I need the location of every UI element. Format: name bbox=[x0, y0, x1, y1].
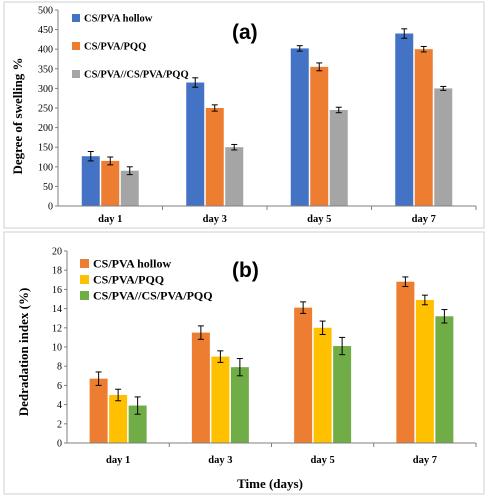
legend-swatch-cs-pva-hollow bbox=[80, 259, 89, 268]
y-tick-label: 150 bbox=[38, 143, 53, 154]
bar-cs-pva-hollow-day-5 bbox=[294, 307, 313, 443]
y-tick-label: 0 bbox=[48, 202, 53, 213]
x-tick-label: day 1 bbox=[98, 214, 122, 225]
bar-cs-pva-cs-pva-pqq-day-3 bbox=[230, 367, 249, 443]
legend-label-cs-pva-cs-pva-pqq: CS/PVA//CS/PVA/PQQ bbox=[84, 70, 189, 81]
y-tick-label: 8 bbox=[57, 362, 62, 373]
panel-b: 0 2 4 6 8 10 12 14 16 18 20 day 1 day 3 day 5 day 7 D… bbox=[3, 231, 485, 495]
x-tick-label: day 3 bbox=[208, 455, 232, 466]
panel-a-tag: (a) bbox=[232, 21, 258, 44]
y-tick-label: 14 bbox=[52, 304, 62, 315]
bar-cs-pva-cs-pva-pqq-day-7 bbox=[434, 88, 453, 206]
bar-cs-pva-cs-pva-pqq-day-1 bbox=[120, 170, 139, 206]
x-tick-label: day 5 bbox=[311, 455, 335, 466]
bar-cs-pva-hollow-day-7 bbox=[396, 281, 415, 443]
bar-cs-pva-pqq-day-5 bbox=[310, 66, 329, 206]
y-tick-label: 350 bbox=[38, 64, 53, 75]
bar-cs-pva-cs-pva-pqq-day-5 bbox=[329, 109, 348, 206]
bar-cs-pva-cs-pva-pqq-day-5 bbox=[333, 346, 352, 443]
panel-b-legend: CS/PVA hollow CS/PVA/PQQ CS/PVA//CS/PVA/PQ… bbox=[80, 257, 213, 303]
legend-swatch-cs-pva-cs-pva-pqq bbox=[80, 291, 89, 300]
panel-a-category-labels: day 1 day 3 day 5 day 7 bbox=[98, 206, 477, 225]
bar-cs-pva-hollow-day-1 bbox=[81, 156, 100, 206]
legend-swatch-cs-pva-hollow bbox=[72, 14, 80, 22]
y-tick-label: 10 bbox=[52, 343, 62, 354]
bar-cs-pva-pqq-day-7 bbox=[415, 299, 434, 443]
panel-a-y-axis-title: Degree of swelling % bbox=[10, 57, 25, 174]
panel-a-legend: CS/PVA hollow CS/PVA/PQQ CS/PVA//CS/PVA/PQ… bbox=[72, 14, 189, 81]
x-tick-label: day 7 bbox=[412, 214, 436, 225]
bar-cs-pva-hollow-day-1 bbox=[89, 378, 108, 443]
bar-cs-pva-hollow-day-7 bbox=[395, 33, 414, 206]
legend-label-cs-pva-cs-pva-pqq: CS/PVA//CS/PVA/PQQ bbox=[93, 289, 213, 303]
bar-cs-pva-pqq-day-3 bbox=[205, 108, 224, 206]
legend-swatch-cs-pva-cs-pva-pqq bbox=[72, 70, 80, 78]
legend-swatch-cs-pva-pqq bbox=[72, 42, 80, 50]
panel-b-category-labels: day 1 day 3 day 5 day 7 bbox=[106, 443, 477, 466]
y-tick-label: 18 bbox=[52, 266, 62, 277]
panel-b-bars bbox=[89, 276, 454, 443]
legend-label-cs-pva-hollow: CS/PVA hollow bbox=[93, 257, 171, 271]
y-tick-label: 4 bbox=[57, 400, 62, 411]
panel-a-y-ticks: 0 50 100 150 200 250 300 350 400 450 500 bbox=[38, 6, 58, 213]
x-tick-label: day 5 bbox=[307, 214, 331, 225]
legend-swatch-cs-pva-pqq bbox=[80, 275, 89, 284]
bar-cs-pva-hollow-day-3 bbox=[186, 82, 205, 206]
y-tick-label: 50 bbox=[43, 182, 53, 193]
panel-b-tag: (b) bbox=[232, 259, 259, 282]
legend-label-cs-pva-pqq: CS/PVA/PQQ bbox=[93, 273, 164, 287]
bar-cs-pva-cs-pva-pqq-day-3 bbox=[225, 147, 244, 206]
bar-cs-pva-cs-pva-pqq-day-1 bbox=[128, 405, 147, 443]
y-tick-label: 20 bbox=[52, 247, 62, 258]
y-tick-label: 0 bbox=[57, 439, 62, 450]
legend-label-cs-pva-hollow: CS/PVA hollow bbox=[84, 14, 153, 25]
y-tick-label: 400 bbox=[38, 45, 53, 56]
y-tick-label: 200 bbox=[38, 123, 53, 134]
x-axis-title: Time (days) bbox=[237, 476, 303, 491]
legend-label-cs-pva-pqq: CS/PVA/PQQ bbox=[84, 42, 146, 53]
bar-cs-pva-pqq-day-7 bbox=[414, 49, 433, 207]
y-tick-label: 500 bbox=[38, 6, 53, 17]
bar-cs-pva-pqq-day-1 bbox=[101, 160, 120, 206]
x-tick-label: day 7 bbox=[413, 455, 437, 466]
y-tick-label: 2 bbox=[57, 419, 62, 430]
bar-cs-pva-pqq-day-1 bbox=[109, 395, 128, 443]
y-tick-label: 450 bbox=[38, 25, 53, 36]
bar-cs-pva-pqq-day-5 bbox=[313, 327, 332, 443]
y-tick-label: 100 bbox=[38, 162, 53, 173]
bar-cs-pva-hollow-day-5 bbox=[290, 48, 309, 206]
y-tick-label: 250 bbox=[38, 104, 53, 115]
y-tick-label: 300 bbox=[38, 84, 53, 95]
panel-a-bars bbox=[81, 28, 453, 207]
y-tick-label: 12 bbox=[52, 323, 62, 334]
bar-cs-pva-cs-pva-pqq-day-7 bbox=[435, 316, 454, 443]
bar-cs-pva-pqq-day-3 bbox=[211, 356, 230, 443]
x-tick-label: day 3 bbox=[203, 214, 227, 225]
panel-b-y-axis-title: Dedradation index (%) bbox=[16, 288, 31, 417]
y-tick-label: 6 bbox=[57, 381, 62, 392]
bar-cs-pva-hollow-day-3 bbox=[191, 332, 210, 443]
x-tick-label: day 1 bbox=[106, 455, 130, 466]
y-tick-label: 16 bbox=[52, 285, 62, 296]
